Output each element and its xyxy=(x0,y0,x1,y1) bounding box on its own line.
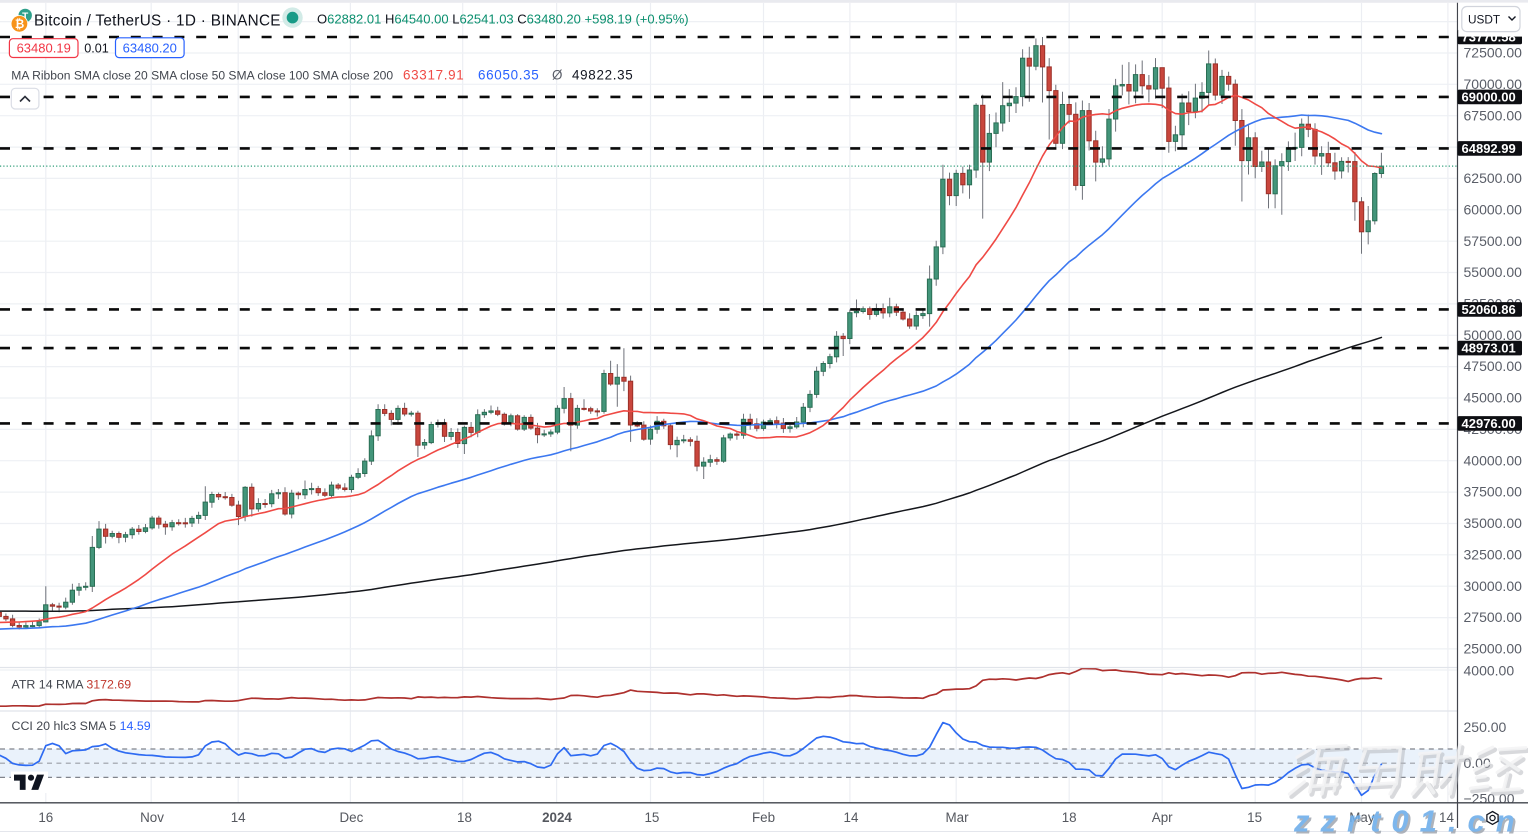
svg-text:67500.00: 67500.00 xyxy=(1464,107,1523,123)
svg-text:Mar: Mar xyxy=(945,810,969,825)
svg-text:₿: ₿ xyxy=(15,19,24,31)
svg-text:16: 16 xyxy=(38,810,53,825)
svg-text:25000.00: 25000.00 xyxy=(1464,641,1523,657)
svg-text:MA Ribbon SMA close 20 SMA clo: MA Ribbon SMA close 20 SMA close 50 SMA … xyxy=(11,69,393,83)
svg-text:18: 18 xyxy=(457,810,472,825)
svg-text:Feb: Feb xyxy=(752,810,775,825)
svg-text:2024: 2024 xyxy=(542,810,572,825)
svg-text:63480.19: 63480.19 xyxy=(17,41,71,56)
svg-text:72500.00: 72500.00 xyxy=(1464,45,1523,61)
svg-text:O62882.01 H64540.00 L62541.03: O62882.01 H64540.00 L62541.03 C63480.20 … xyxy=(317,12,689,27)
svg-text:0.01: 0.01 xyxy=(84,42,109,56)
svg-text:55000.00: 55000.00 xyxy=(1464,264,1523,280)
svg-text:18: 18 xyxy=(1062,810,1077,825)
svg-text:37500.00: 37500.00 xyxy=(1464,484,1523,500)
svg-text:50000.00: 50000.00 xyxy=(1464,327,1523,343)
svg-text:32500.00: 32500.00 xyxy=(1464,546,1523,562)
svg-text:15: 15 xyxy=(644,810,659,825)
svg-text:15: 15 xyxy=(1247,810,1262,825)
svg-text:30000.00: 30000.00 xyxy=(1464,578,1523,594)
svg-text:zzrt01.cn: zzrt01.cn xyxy=(1295,806,1528,835)
svg-text:T: T xyxy=(22,11,28,22)
svg-text:64892.99: 64892.99 xyxy=(1462,141,1516,156)
svg-text:42976.00: 42976.00 xyxy=(1462,416,1516,431)
svg-text:69000.00: 69000.00 xyxy=(1462,90,1516,105)
svg-text:27500.00: 27500.00 xyxy=(1464,609,1523,625)
svg-text:45000.00: 45000.00 xyxy=(1464,390,1523,406)
svg-text:14: 14 xyxy=(231,810,246,825)
svg-text:ATR 14 RMA 3172.69: ATR 14 RMA 3172.69 xyxy=(12,678,132,692)
svg-text:zzrt01.cn: zzrt01.cn xyxy=(1293,804,1526,835)
svg-text:4000.00: 4000.00 xyxy=(1464,663,1515,679)
svg-text:47500.00: 47500.00 xyxy=(1464,358,1523,374)
svg-text:USDT: USDT xyxy=(1468,13,1500,27)
svg-text:14: 14 xyxy=(1439,810,1454,825)
svg-text:70000.00: 70000.00 xyxy=(1464,76,1523,92)
svg-text:62500.00: 62500.00 xyxy=(1464,170,1523,186)
svg-text:14: 14 xyxy=(844,810,859,825)
svg-text:May: May xyxy=(1349,810,1375,825)
svg-text:CCI 20 hlc3 SMA 5 14.59: CCI 20 hlc3 SMA 5 14.59 xyxy=(12,719,151,733)
svg-text:57500.00: 57500.00 xyxy=(1464,233,1523,249)
svg-text:60000.00: 60000.00 xyxy=(1464,201,1523,217)
svg-text:Nov: Nov xyxy=(140,810,164,825)
svg-text:48973.01: 48973.01 xyxy=(1462,341,1516,356)
svg-text:40000.00: 40000.00 xyxy=(1464,452,1523,468)
svg-text:52060.86: 52060.86 xyxy=(1462,302,1516,317)
svg-text:Apr: Apr xyxy=(1152,810,1173,825)
svg-text:250.00: 250.00 xyxy=(1464,719,1507,735)
svg-text:Dec: Dec xyxy=(339,810,363,825)
svg-text:35000.00: 35000.00 xyxy=(1464,515,1523,531)
svg-text:Bitcoin / TetherUS · 1D · BINA: Bitcoin / TetherUS · 1D · BINANCE xyxy=(34,13,281,30)
svg-text:63480.20: 63480.20 xyxy=(123,41,177,56)
